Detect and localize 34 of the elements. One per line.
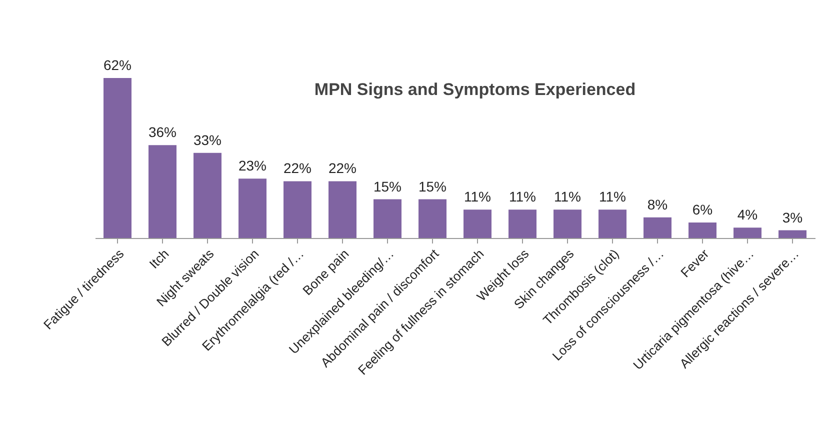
bar [554,210,582,238]
data-label: 4% [737,206,758,223]
data-label: 23% [238,158,267,174]
chart-title: MPN Signs and Symptoms Experienced [314,80,636,99]
x-tick-label: Itch [146,246,172,272]
bar [778,230,806,238]
bar [284,181,312,238]
data-label: 36% [148,124,177,140]
data-label: 11% [554,188,581,205]
data-label: 11% [464,188,491,205]
bar [734,228,762,238]
data-label: 15% [418,178,447,194]
data-label: 22% [283,160,312,176]
bar [238,178,266,238]
data-label: 62% [103,57,132,73]
data-label: 11% [599,188,626,205]
bar [508,210,536,238]
data-label: 3% [782,209,803,226]
data-label: 8% [647,196,668,212]
data-label: 22% [328,160,357,176]
bar [148,145,176,238]
bar [194,152,222,238]
bar [464,210,492,238]
bar [644,217,672,238]
bar [688,222,716,238]
data-label: 15% [373,178,402,194]
data-label: 6% [692,202,713,218]
bar [104,78,132,238]
bar [328,181,356,238]
bar [374,199,402,238]
bar [418,199,446,238]
data-label: 11% [509,188,536,205]
data-label: 33% [193,132,222,148]
bar [598,210,626,238]
